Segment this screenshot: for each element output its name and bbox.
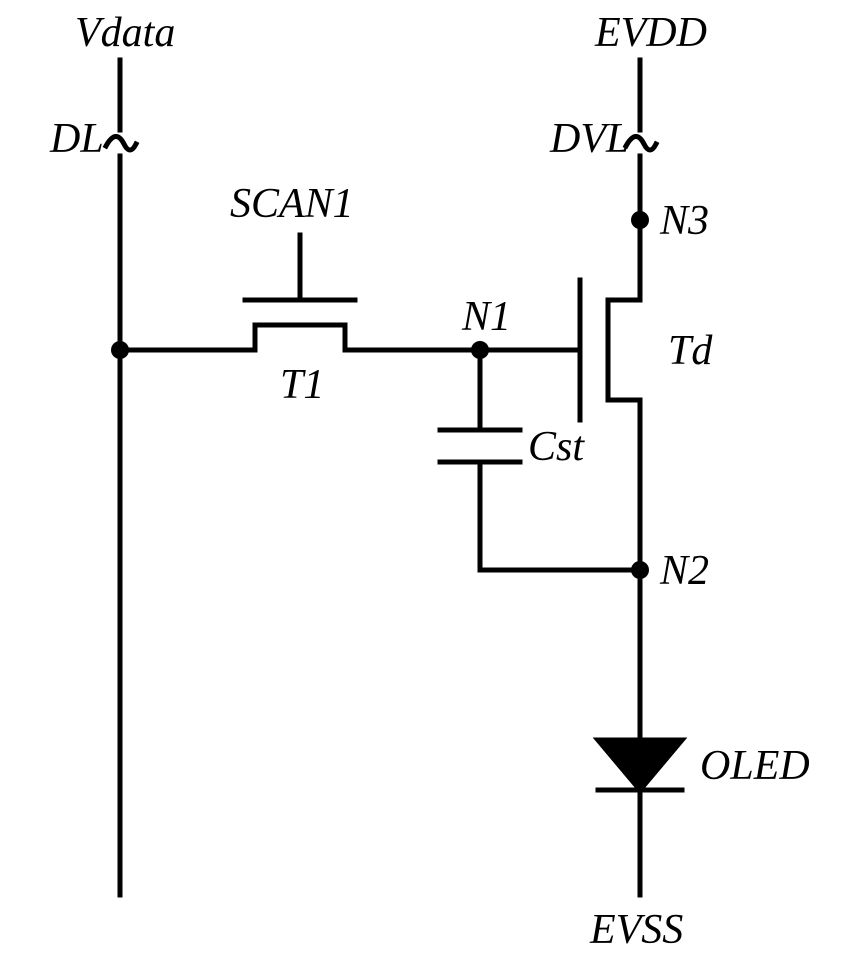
label-n2: N2 — [659, 548, 709, 594]
oled-anode-triangle — [598, 740, 682, 790]
label-dvl: DVL — [549, 116, 629, 162]
label-evdd: EVDD — [594, 10, 707, 56]
tilde-dvl — [626, 136, 656, 150]
label-scan1: SCAN1 — [230, 181, 354, 227]
label-n3: N3 — [659, 198, 709, 244]
node-n2 — [631, 561, 649, 579]
node-n1 — [471, 341, 489, 359]
label-n1: N1 — [461, 294, 511, 340]
label-oled: OLED — [700, 743, 810, 789]
label-evss: EVSS — [589, 907, 683, 953]
label-vdata: Vdata — [75, 10, 175, 56]
label-td: Td — [668, 328, 713, 374]
label-cst: Cst — [528, 424, 585, 470]
label-dl: DL — [49, 116, 104, 162]
node-n3 — [631, 211, 649, 229]
label-t1: T1 — [280, 362, 324, 408]
node-dl-tap — [111, 341, 129, 359]
tilde-dl — [106, 136, 136, 150]
